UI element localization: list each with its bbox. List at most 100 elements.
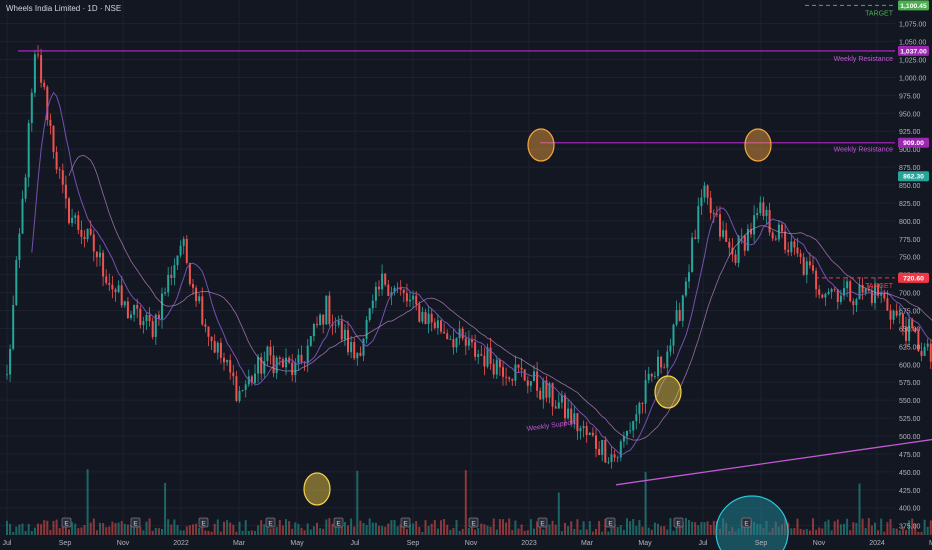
candle-body	[703, 185, 706, 198]
candle-body	[452, 339, 455, 348]
candle-body	[188, 262, 191, 285]
volume-bar	[83, 525, 86, 535]
candle-body	[235, 376, 238, 401]
candle-body	[545, 380, 548, 398]
candle-body	[356, 352, 359, 359]
volume-bar	[347, 525, 349, 535]
volume-bar	[424, 520, 427, 535]
candle-body	[604, 439, 607, 463]
candle-body	[520, 367, 523, 370]
candle-body	[347, 329, 349, 353]
volume-bar	[610, 524, 613, 535]
markers	[303, 128, 772, 506]
volume-bar	[529, 519, 532, 535]
y-axis[interactable]: 375.00 400.00 425.00 450.00 475.00 500.00 525.…	[899, 22, 926, 531]
volume-bar	[452, 528, 455, 535]
y-tick-label: 1,050.00	[899, 40, 926, 47]
volume-bar	[343, 522, 346, 535]
y-tick-label: 950.00	[899, 111, 921, 118]
volume-bar	[709, 524, 712, 535]
candle-body	[502, 367, 504, 377]
volume-bar	[68, 529, 70, 535]
candle-body	[21, 198, 24, 234]
volume-bar	[195, 523, 198, 535]
volume-bar	[449, 530, 452, 535]
earnings-badge	[400, 517, 411, 528]
candle-body	[846, 281, 849, 289]
candle-body	[926, 343, 929, 347]
candle-body	[867, 288, 870, 291]
x-tick-label: Sep	[407, 540, 420, 547]
candle-body	[111, 284, 114, 290]
candle-body	[824, 293, 827, 298]
x-tick-label: 2023	[521, 540, 537, 547]
candle-body	[461, 328, 464, 339]
candle-body	[843, 288, 845, 296]
resistance-label-lower: Weekly Resistance	[834, 147, 894, 154]
candle-body	[266, 346, 269, 362]
volume-bar	[805, 529, 808, 535]
candle-body	[598, 448, 601, 455]
candle-body	[663, 367, 666, 369]
candle-body	[27, 122, 30, 178]
volume-bar	[632, 519, 635, 535]
candle-body	[427, 313, 430, 325]
candle-body	[737, 235, 740, 263]
volume-bar	[508, 518, 511, 535]
volume-bar	[548, 524, 551, 535]
candle-body	[653, 376, 656, 377]
candle-body	[585, 426, 588, 436]
candle-body	[812, 265, 814, 271]
price-label-box	[898, 272, 929, 283]
volume-bar	[474, 529, 477, 535]
volume-bar	[576, 519, 579, 535]
volume-bar	[691, 521, 694, 535]
candle-body	[746, 228, 749, 251]
volume-bar	[877, 530, 880, 535]
candle-body	[440, 320, 442, 332]
resistance-label-upper: Weekly Resistance	[834, 56, 894, 63]
volume-bar	[688, 519, 690, 535]
earnings-badge-label: E	[201, 521, 206, 528]
volume-bar	[210, 531, 213, 535]
candle-body	[725, 230, 728, 242]
volume-bar	[889, 519, 892, 535]
volume-bar	[204, 530, 207, 535]
volume-bar	[914, 523, 917, 535]
volume-bar	[216, 519, 219, 535]
candle-body	[43, 82, 46, 87]
candle-body	[554, 406, 557, 409]
volume-bar	[145, 521, 148, 535]
volume-bar	[858, 483, 861, 535]
volume-bar	[111, 521, 114, 535]
candle-body	[601, 439, 604, 455]
x-axis[interactable]: Jul Sep Nov 2022 Mar May Jul Sep Nov 2023 Mar May Ju…	[3, 540, 932, 547]
volume-bar	[117, 522, 120, 535]
volume-bar	[638, 520, 641, 535]
candle-body	[455, 338, 458, 348]
volume-bar	[650, 529, 653, 535]
candle-body	[523, 369, 526, 381]
volume-bar	[316, 522, 318, 535]
candle-body	[368, 308, 371, 320]
volume-bar	[12, 531, 15, 535]
volume-bar	[244, 520, 247, 535]
volume-bar	[598, 520, 601, 535]
volume-bar	[839, 524, 842, 535]
candle-body	[564, 395, 566, 419]
volume-bar	[901, 526, 904, 535]
volume-bar	[545, 522, 548, 535]
candle-body	[480, 354, 483, 356]
volume-bar	[526, 530, 529, 535]
volume-bar	[920, 531, 923, 535]
candle-body	[405, 293, 408, 302]
candle-body	[254, 373, 256, 383]
y-tick-label: 800.00	[899, 219, 921, 226]
candle-body	[204, 324, 207, 327]
candle-body	[657, 356, 659, 377]
candle-body	[579, 428, 582, 432]
candle-body	[793, 241, 796, 248]
volume-bar	[102, 523, 105, 535]
candle-body	[759, 202, 762, 214]
